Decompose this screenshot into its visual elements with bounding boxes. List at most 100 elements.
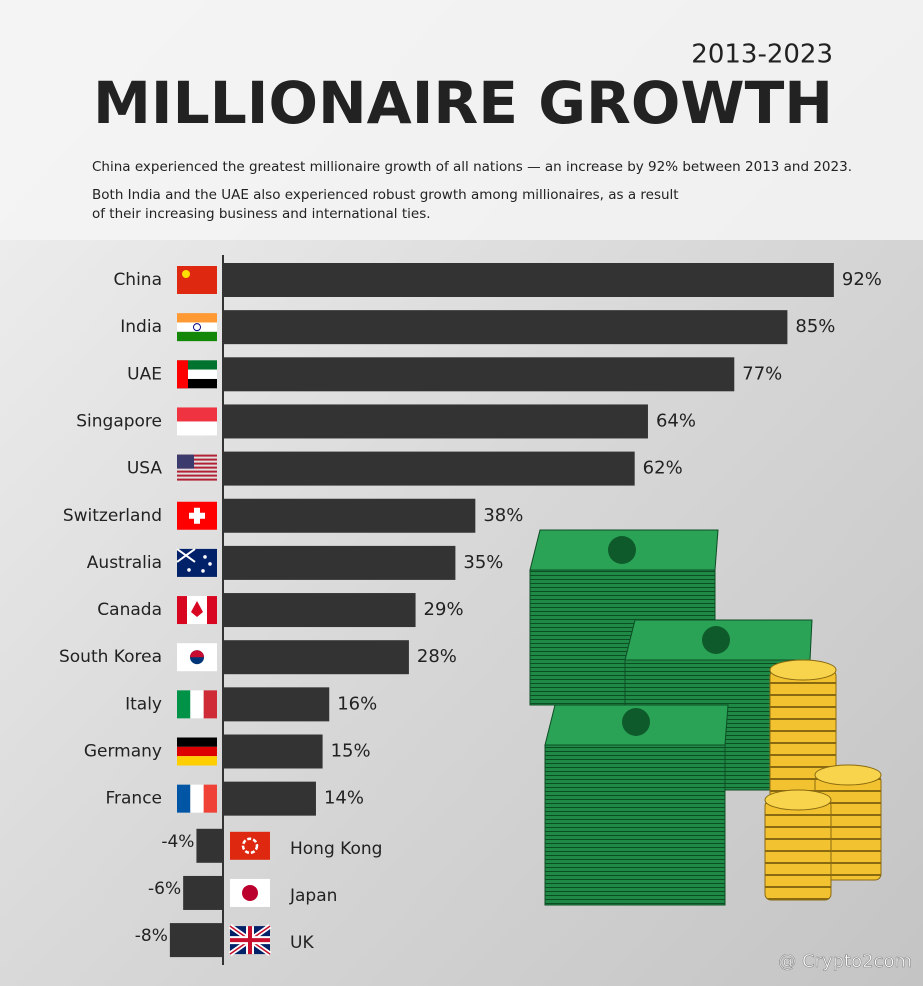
flag-part xyxy=(190,784,204,813)
flag xyxy=(177,737,217,766)
category-label: Australia xyxy=(87,553,162,573)
flag-part xyxy=(177,313,217,323)
flag-part xyxy=(177,378,217,389)
value-label: -4% xyxy=(161,832,194,852)
bar xyxy=(223,781,316,816)
flag xyxy=(230,878,270,907)
category-label: Hong Kong xyxy=(290,839,382,859)
flag-part xyxy=(177,470,217,473)
flag-part xyxy=(177,737,217,747)
flag-part xyxy=(176,548,196,563)
value-label: -8% xyxy=(135,926,168,946)
value-label: 92% xyxy=(842,269,882,290)
bar xyxy=(223,640,409,675)
bar xyxy=(223,404,648,439)
bar xyxy=(223,263,834,297)
flag xyxy=(228,924,272,957)
bar xyxy=(223,593,416,628)
value-label: 64% xyxy=(656,410,696,431)
flag-part xyxy=(177,331,217,342)
flag-part xyxy=(177,407,217,422)
category-label: Switzerland xyxy=(63,506,162,526)
bar xyxy=(223,734,323,769)
note: China experienced the greatest millionai… xyxy=(92,159,852,175)
flag-part xyxy=(193,323,201,332)
flag xyxy=(177,313,217,342)
flag-part xyxy=(177,478,217,481)
flag-part xyxy=(230,926,270,955)
flag-part xyxy=(182,270,190,278)
value-label: 15% xyxy=(331,741,371,762)
flag-part xyxy=(177,756,217,766)
flag-part xyxy=(203,690,217,719)
value-label: 85% xyxy=(795,316,835,337)
flag-part xyxy=(177,596,187,625)
flag-part xyxy=(177,266,217,294)
bar xyxy=(223,498,476,533)
flag xyxy=(177,784,217,813)
flag xyxy=(177,360,217,389)
bar xyxy=(223,687,330,722)
flag-part xyxy=(177,746,217,757)
flag-part xyxy=(190,650,204,658)
bar xyxy=(223,310,788,345)
flag-part xyxy=(190,690,204,719)
category-label: Singapore xyxy=(76,411,162,431)
chart-title: MILLIONAIRE GROWTH xyxy=(93,69,833,137)
watermark: @ Crypto2com xyxy=(778,951,912,972)
flag-part xyxy=(177,454,217,457)
flag-part xyxy=(177,466,217,469)
category-label: UAE xyxy=(127,364,162,384)
flag-part xyxy=(203,555,207,559)
chart-subtitle: 2013-2023 xyxy=(691,40,833,70)
flag-part xyxy=(177,784,191,813)
value-label: 29% xyxy=(424,599,464,620)
note: of their increasing business and interna… xyxy=(92,206,431,222)
flag-part xyxy=(177,462,217,465)
flag xyxy=(230,831,270,860)
bar xyxy=(223,357,735,392)
flag-part xyxy=(177,454,194,469)
flag-part xyxy=(187,568,191,572)
flag-part xyxy=(207,596,217,625)
category-label: Germany xyxy=(84,742,162,762)
bar xyxy=(223,451,635,486)
category-label: China xyxy=(113,270,162,290)
flag-part xyxy=(191,601,203,618)
value-label: -6% xyxy=(148,879,181,899)
flag xyxy=(177,407,217,436)
flag-part xyxy=(203,784,217,813)
bar xyxy=(169,923,223,958)
value-label: 38% xyxy=(483,505,523,526)
flag-part xyxy=(201,569,205,573)
flag-part xyxy=(177,360,188,389)
category-label: USA xyxy=(127,459,163,479)
category-label: South Korea xyxy=(59,647,162,667)
flag-part xyxy=(241,837,259,855)
flag-part xyxy=(230,831,270,860)
value-label: 14% xyxy=(324,788,364,809)
category-label: Canada xyxy=(97,600,162,620)
bar xyxy=(196,828,223,863)
note: Both India and the UAE also experienced … xyxy=(92,187,679,203)
flag-part xyxy=(177,690,191,719)
flag xyxy=(177,266,217,294)
category-label: Italy xyxy=(125,694,162,714)
bar xyxy=(183,875,223,910)
flag-part xyxy=(177,474,217,477)
flag-part xyxy=(177,458,217,461)
flag-part xyxy=(177,369,217,379)
flag-part xyxy=(208,562,212,566)
flag xyxy=(177,690,217,719)
category-label: UK xyxy=(290,933,314,953)
value-label: 62% xyxy=(643,458,683,479)
flag xyxy=(177,501,217,530)
value-label: 16% xyxy=(337,693,377,714)
category-label: India xyxy=(120,317,162,337)
flag xyxy=(177,643,217,672)
value-label: 28% xyxy=(417,646,457,667)
header-panel xyxy=(0,0,923,240)
money-illustration xyxy=(529,529,882,906)
value-label: 35% xyxy=(463,552,503,573)
